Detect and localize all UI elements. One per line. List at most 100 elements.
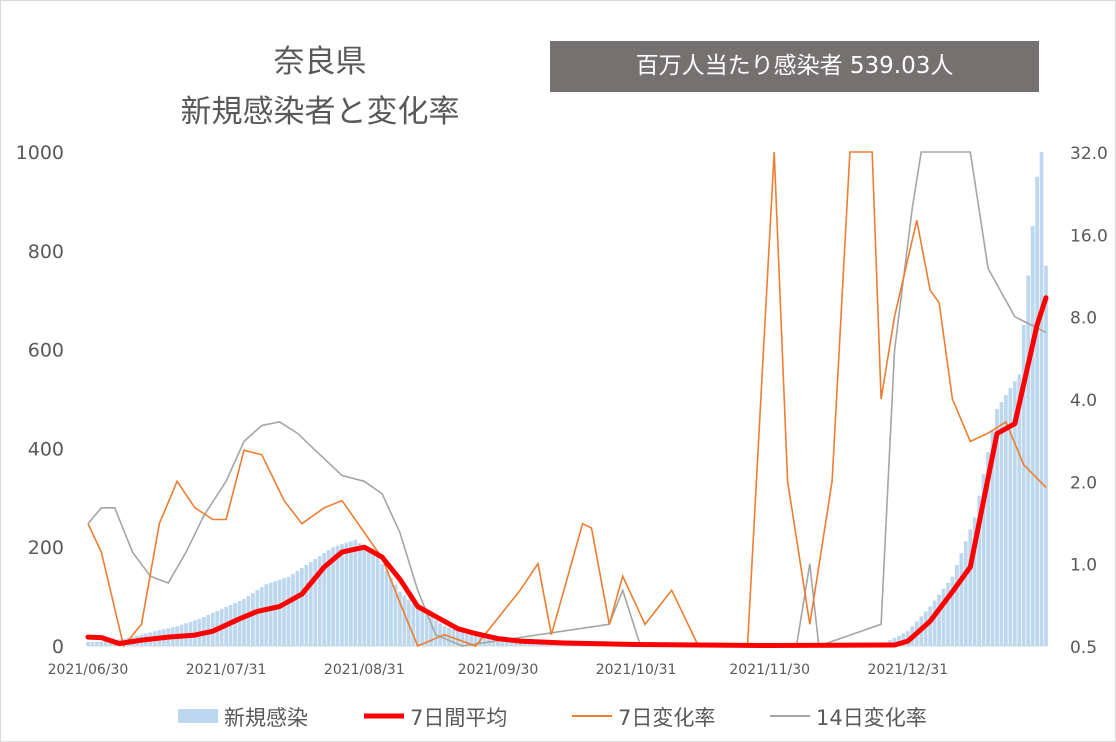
line-7day-change bbox=[87, 151, 1047, 648]
bar-new-cases bbox=[892, 637, 897, 646]
bar-new-cases bbox=[504, 640, 509, 646]
bar-new-cases bbox=[482, 637, 487, 646]
bar-new-cases bbox=[250, 593, 255, 646]
bar-new-cases bbox=[932, 600, 937, 646]
bar-new-cases bbox=[946, 582, 950, 646]
bar-new-cases bbox=[981, 474, 986, 646]
bar-new-cases bbox=[99, 641, 104, 646]
bar-new-cases bbox=[455, 630, 460, 646]
bar-new-cases bbox=[1044, 265, 1048, 646]
bar-new-cases bbox=[375, 557, 380, 646]
bar-new-cases bbox=[371, 553, 376, 646]
right-axis-tick-label: 16.0 bbox=[1070, 226, 1108, 246]
bar-new-cases bbox=[1004, 395, 1008, 646]
right-axis-tick-label: 4.0 bbox=[1070, 391, 1097, 411]
bar-new-cases bbox=[300, 567, 304, 646]
badge-label: 百万人当たり感染者 bbox=[635, 53, 843, 79]
bar-new-cases bbox=[286, 576, 291, 646]
bar-new-cases bbox=[1008, 388, 1013, 646]
bar-new-cases bbox=[897, 635, 901, 646]
x-axis-tick-label: 2021/06/30 bbox=[48, 662, 129, 678]
bar-new-cases bbox=[1021, 324, 1026, 646]
bar-new-cases bbox=[277, 579, 282, 646]
bar-new-cases bbox=[313, 559, 318, 646]
bar-new-cases bbox=[963, 541, 968, 646]
right-axis-tick-label: 0.5 bbox=[1070, 638, 1097, 658]
bar-new-cases bbox=[90, 641, 95, 646]
left-axis-tick-label: 400 bbox=[28, 438, 64, 460]
bar-new-cases bbox=[1012, 381, 1017, 646]
bar-new-cases bbox=[513, 641, 518, 646]
bar-new-cases bbox=[420, 611, 425, 646]
bar-new-cases bbox=[1030, 226, 1035, 646]
chart-title-line1: 奈良県 bbox=[273, 44, 367, 80]
left-axis-tick-label: 0 bbox=[52, 636, 64, 658]
bar-new-cases bbox=[531, 642, 536, 646]
bar-new-cases bbox=[999, 401, 1004, 646]
bar-new-cases bbox=[398, 591, 402, 646]
bar-new-cases bbox=[968, 529, 973, 646]
bar-new-cases bbox=[308, 562, 313, 646]
bar-new-cases bbox=[268, 582, 273, 646]
bar-new-cases bbox=[491, 639, 496, 646]
bar-new-cases bbox=[972, 517, 977, 646]
bar-new-cases bbox=[536, 642, 540, 646]
bar-new-cases bbox=[460, 632, 465, 646]
legend-label-7day-change: 7日変化率 bbox=[618, 706, 715, 730]
bar-new-cases bbox=[941, 588, 946, 646]
legend-label-14day-change: 14日変化率 bbox=[816, 706, 927, 730]
bar-new-cases bbox=[937, 594, 941, 646]
bar-new-cases bbox=[380, 563, 384, 646]
bar-new-cases bbox=[1026, 275, 1031, 646]
bar-new-cases bbox=[527, 642, 531, 646]
bar-new-cases bbox=[990, 430, 995, 646]
bar-new-cases bbox=[518, 641, 523, 646]
bar-new-cases bbox=[349, 541, 353, 646]
left-axis-tick-label: 800 bbox=[28, 241, 64, 263]
bar-new-cases bbox=[86, 642, 90, 646]
legend-label-7day-average: 7日間平均 bbox=[410, 706, 507, 730]
badge-value: 539.03人 bbox=[849, 53, 954, 79]
bar-new-cases bbox=[344, 542, 349, 646]
axes: 0 200 400 600 800 1000 0.5 1.0 2.0 4.0 8.0 16.0 32.0… bbox=[16, 142, 1108, 678]
bar-new-cases bbox=[1017, 374, 1022, 646]
bar-new-cases bbox=[522, 641, 527, 646]
legend-label-new-cases: 新規感染 bbox=[224, 706, 308, 730]
bar-new-cases bbox=[500, 640, 505, 646]
chart-title-line2: 新規感染者と変化率 bbox=[180, 94, 460, 130]
x-axis-tick-label: 2021/11/30 bbox=[729, 662, 810, 678]
bar-new-cases bbox=[233, 603, 237, 646]
bar-new-cases bbox=[429, 617, 433, 646]
left-axis-tick-label: 600 bbox=[28, 340, 64, 362]
bar-new-cases bbox=[1035, 176, 1039, 646]
series-path-14day-change bbox=[87, 151, 1047, 648]
bar-new-cases bbox=[464, 633, 469, 646]
right-axis-tick-label: 1.0 bbox=[1070, 556, 1097, 576]
right-axis-tick-label: 8.0 bbox=[1070, 309, 1097, 329]
bar-new-cases bbox=[326, 550, 331, 646]
bar-new-cases bbox=[438, 623, 442, 646]
bar-new-cases bbox=[95, 641, 99, 646]
bar-new-cases bbox=[442, 626, 447, 646]
bar-new-cases bbox=[509, 640, 514, 646]
bar-new-cases bbox=[331, 547, 335, 646]
bar-new-cases bbox=[469, 634, 474, 646]
right-axis-tick-label: 2.0 bbox=[1070, 473, 1097, 493]
bar-new-cases bbox=[340, 544, 344, 646]
bar-new-cases bbox=[955, 564, 959, 646]
bar-new-cases bbox=[291, 573, 295, 646]
bar-new-cases bbox=[103, 641, 108, 646]
bar-new-cases bbox=[357, 543, 362, 646]
bar-new-cases bbox=[901, 633, 906, 646]
per-million-badge: 百万人当たり感染者 539.03人 bbox=[550, 41, 1039, 92]
bar-new-cases bbox=[255, 590, 260, 646]
bar-new-cases bbox=[273, 581, 278, 646]
bar-new-cases bbox=[242, 599, 246, 646]
bar-new-cases bbox=[237, 601, 242, 646]
bar-new-cases bbox=[322, 553, 327, 646]
bar-new-cases bbox=[384, 570, 389, 646]
bar-new-cases bbox=[317, 556, 322, 646]
x-axis-tick-label: 2021/10/31 bbox=[596, 662, 677, 678]
bar-new-cases bbox=[959, 553, 964, 646]
bar-new-cases bbox=[496, 640, 500, 646]
